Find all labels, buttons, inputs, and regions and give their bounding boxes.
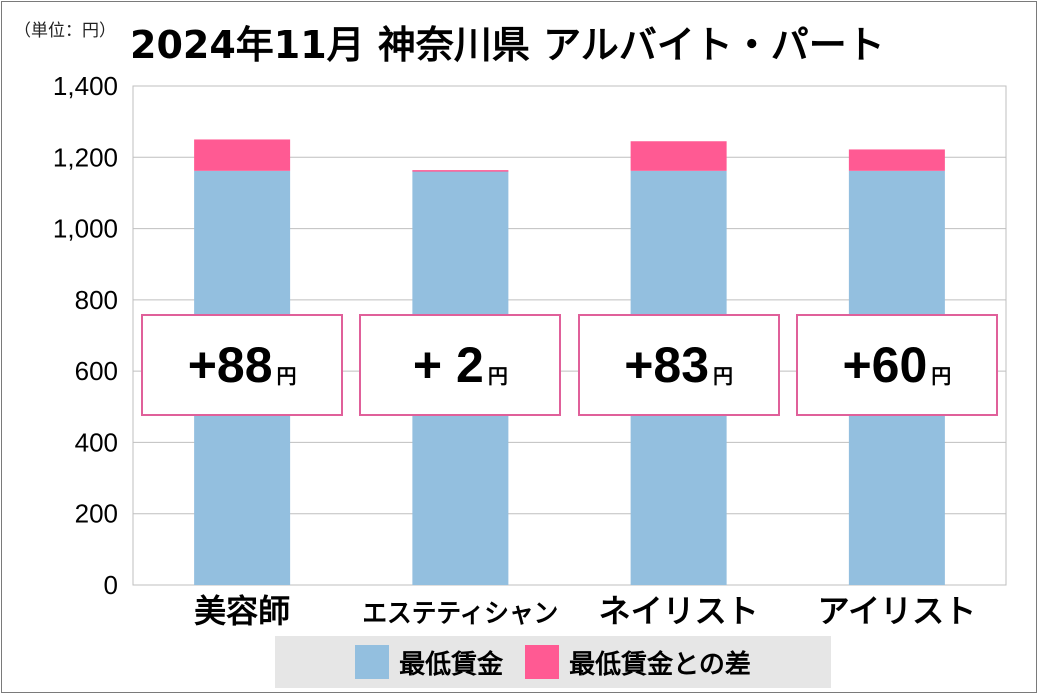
difference-box: +60 円 xyxy=(795,314,998,416)
difference-box: +83 円 xyxy=(577,314,780,416)
y-tick-label: 1,400 xyxy=(53,71,118,101)
difference-value: + 2 xyxy=(412,337,484,393)
chart-title: 2024年11月 神奈川県 アルバイト・パート xyxy=(130,23,885,67)
y-tick-label: 1,200 xyxy=(53,142,118,172)
difference-unit: 円 xyxy=(713,363,734,388)
y-tick-label: 800 xyxy=(75,285,118,315)
difference-value: +83 xyxy=(624,337,710,393)
x-category-label: アイリスト xyxy=(818,592,976,630)
difference-value: +60 xyxy=(842,337,928,393)
difference-unit: 円 xyxy=(931,363,952,388)
unit-note: （単位：円） xyxy=(14,21,116,41)
difference-box: +88 円 xyxy=(141,314,344,416)
y-tick-label: 400 xyxy=(75,427,118,457)
bar-diff xyxy=(848,149,945,171)
x-category-label: 美容師 xyxy=(194,592,290,630)
y-tick-label: 1,000 xyxy=(53,214,118,244)
bar-diff xyxy=(630,141,727,171)
difference-unit: 円 xyxy=(276,363,297,388)
y-tick-label: 600 xyxy=(75,356,118,386)
legend-item-diff: 最低賃金との差 xyxy=(525,644,751,681)
y-axis-ticks: 0 200 400 600 800 1,000 1,200 1,400 xyxy=(53,71,118,600)
y-tick-label: 200 xyxy=(75,499,118,529)
legend-label-base: 最低賃金 xyxy=(399,649,504,680)
plot-area-border xyxy=(132,85,1007,586)
bar-diff xyxy=(412,170,509,172)
legend-swatch-base xyxy=(355,645,390,679)
legend-label-diff: 最低賃金との差 xyxy=(569,649,751,680)
y-tick-label: 0 xyxy=(104,570,118,600)
x-category-label: ネイリスト xyxy=(599,592,759,630)
difference-value: +88 xyxy=(187,337,273,393)
x-category-label: エステティシャン xyxy=(362,599,558,629)
legend-swatch-diff xyxy=(525,645,560,679)
bar-diff xyxy=(194,139,291,171)
legend-item-base: 最低賃金 xyxy=(355,644,503,681)
difference-unit: 円 xyxy=(487,363,508,388)
legend: 最低賃金 最低賃金との差 xyxy=(275,636,831,688)
x-axis-categories: 美容師 エステティシャン ネイリスト アイリスト xyxy=(194,592,976,630)
